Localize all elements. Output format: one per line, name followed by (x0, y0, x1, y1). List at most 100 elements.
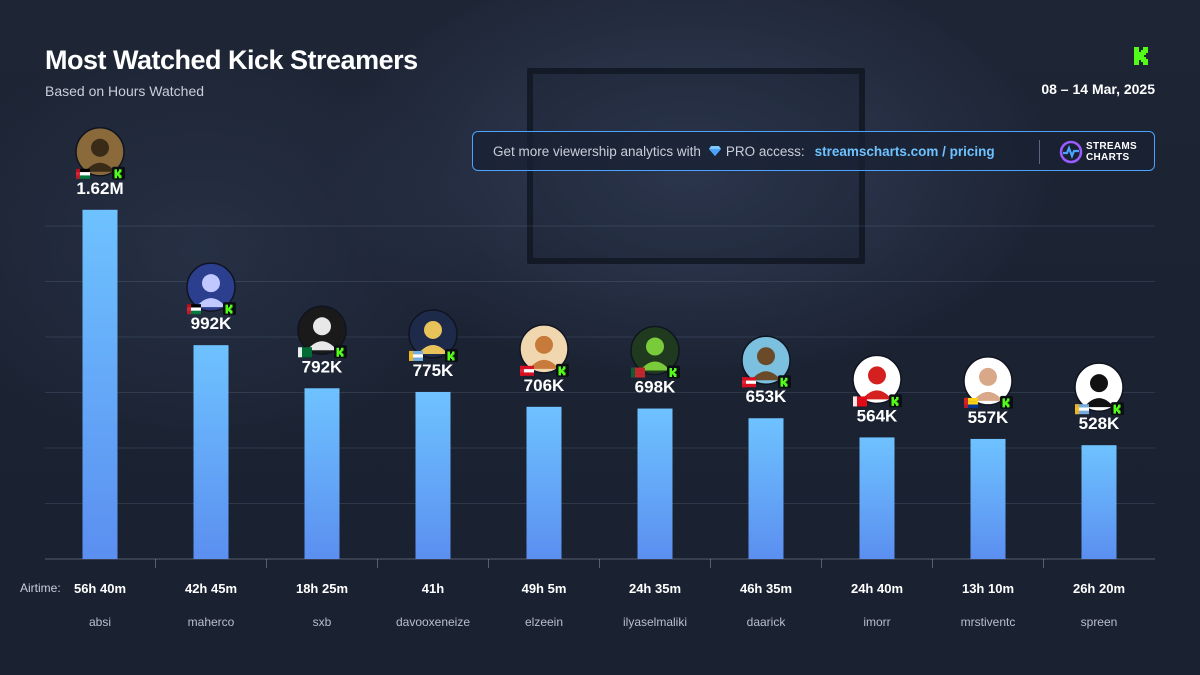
flag-stripe (1075, 407, 1089, 411)
airtime-value: 46h 35m (740, 581, 792, 596)
kick-badge-mark (891, 396, 899, 406)
kick-badge-icon (889, 394, 902, 408)
category-label: maherco (188, 615, 235, 629)
saudi-arabia-flag-icon (298, 347, 312, 358)
flag-stripe (76, 168, 90, 173)
value-label: 564K (857, 406, 898, 425)
peru-flag-icon (520, 365, 534, 376)
avatar-shoulders (307, 341, 337, 351)
promo-pro-text: PRO access: (725, 143, 805, 159)
flag-hoist (76, 168, 80, 179)
pricing-link[interactable]: streamscharts.com / pricing (814, 143, 995, 159)
streams-charts-wordmark: STREAMS CHARTS (1086, 141, 1137, 163)
avatar-shoulders (418, 344, 448, 354)
crowned-man-avatar-icon (630, 325, 680, 376)
airtime-value: 41h (422, 581, 444, 596)
flag-hoist (409, 350, 413, 361)
avatar-shoulders (751, 371, 781, 381)
flag-stripe (298, 353, 312, 358)
category-label: absi (89, 615, 111, 629)
diamond-icon (708, 146, 721, 156)
avatar-shoulders (85, 162, 115, 172)
kick-badge-icon (334, 345, 347, 359)
flag-stripe (520, 372, 534, 376)
spider-mask-avatar-icon (852, 354, 902, 405)
bar-imorr (859, 437, 895, 559)
jordan-flag-icon (187, 304, 201, 315)
airtime-value: 24h 35m (629, 581, 681, 596)
kick-badge-mark (558, 366, 566, 376)
value-label: 706K (524, 376, 565, 395)
value-label: 992K (191, 314, 232, 333)
bar-elzeein (526, 406, 562, 559)
category-label: ilyaselmaliki (623, 615, 687, 629)
flag-stripe (742, 380, 756, 384)
flag-stripe (409, 357, 423, 361)
flag-hoist (298, 347, 302, 358)
value-label: 775K (413, 361, 454, 380)
airtime-value: 18h 25m (296, 581, 348, 596)
flag-stripe (409, 350, 423, 355)
airtime-value: 13h 10m (962, 581, 1014, 596)
category-label: elzeein (525, 615, 563, 629)
flag-stripe (742, 377, 756, 381)
kick-badge-icon (1000, 395, 1013, 409)
jordan-flag-icon (76, 168, 90, 179)
pixel-face-avatar-icon (741, 335, 791, 385)
airtime-label: Airtime: (20, 581, 61, 595)
flag-stripe (187, 304, 201, 308)
value-label: 698K (635, 378, 676, 397)
turkey-flag-icon (853, 396, 867, 407)
flag-hoist (742, 377, 746, 388)
flag-stripe (187, 307, 201, 311)
airtime-value: 42h 45m (185, 581, 237, 596)
flag-hoist (1075, 404, 1079, 415)
flag-stripe (853, 396, 867, 400)
flag-stripe (964, 397, 978, 402)
avatar-head (202, 274, 220, 293)
cat-avatar-icon (519, 324, 569, 374)
flag-stripe (742, 383, 756, 388)
flag-stripe (853, 403, 867, 407)
category-label: spreen (1081, 615, 1118, 629)
airtime-value: 26h 20m (1073, 581, 1125, 596)
avatar-head (646, 337, 664, 356)
argentina-flag-icon (1075, 404, 1089, 415)
flag-stripe (631, 374, 645, 378)
smiling-man-avatar-icon (963, 356, 1013, 406)
kick-badge-mark (114, 169, 122, 179)
brand-line1: STREAMS (1086, 141, 1137, 152)
bar-maherco (193, 345, 229, 559)
airtime-value: 49h 5m (522, 581, 567, 596)
promo-banner[interactable]: Get more viewership analytics with PRO a… (472, 131, 1155, 171)
flag-stripe (298, 350, 312, 354)
flag-stripe (187, 310, 201, 315)
chart-title: Most Watched Kick Streamers (45, 45, 418, 75)
davoo-xeneize-avatar-icon (408, 309, 458, 359)
value-label: 557K (968, 408, 1009, 427)
kick-badge-icon (556, 363, 569, 377)
avatar-shoulders (640, 361, 670, 371)
bar-spreen (1081, 445, 1117, 559)
argentina-flag-icon (409, 350, 423, 361)
flag-stripe (631, 370, 645, 375)
avatar-head (757, 347, 775, 366)
flag-stripe (520, 365, 534, 370)
bearded-man-avatar-icon (75, 127, 125, 177)
flag-hoist (520, 365, 524, 376)
morocco-flag-icon (631, 367, 645, 378)
kick-badge-mark (1002, 398, 1010, 408)
kick-badge-icon (667, 365, 680, 379)
kick-badge-mark (1113, 404, 1121, 414)
chart-subtitle: Based on Hours Watched (45, 83, 205, 99)
avatar-head (1090, 374, 1108, 393)
avatar-head (868, 366, 886, 385)
avatar-shoulders (196, 298, 226, 308)
kick-badge-icon (445, 348, 458, 362)
promo-divider (1039, 140, 1040, 164)
promo-text: Get more viewership analytics with (493, 143, 701, 159)
kick-badge-icon (1111, 402, 1124, 416)
bar-absi (82, 209, 118, 560)
flag-stripe (1075, 404, 1089, 408)
value-label: 653K (746, 387, 787, 406)
